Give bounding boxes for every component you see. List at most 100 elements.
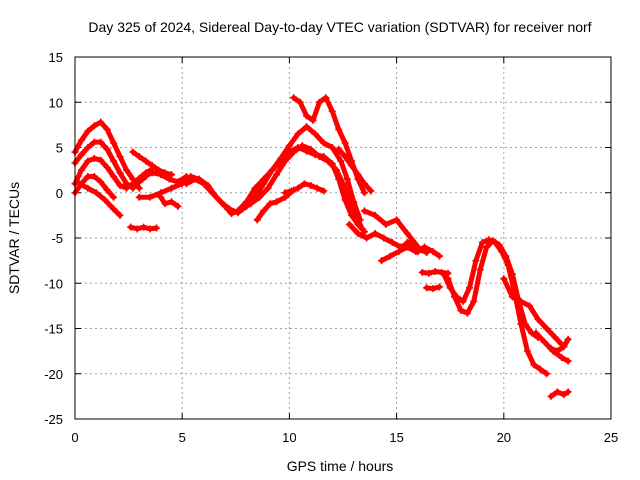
data-point — [110, 157, 118, 165]
y-axis-label: SDTVAR / TECUs — [6, 182, 22, 294]
data-point — [298, 142, 306, 150]
data-point — [84, 157, 92, 165]
data-point — [90, 172, 98, 180]
data-point — [307, 145, 315, 153]
data-point — [148, 169, 156, 177]
data-point — [403, 239, 411, 247]
data-point — [496, 241, 504, 249]
data-point — [90, 138, 98, 146]
data-point — [135, 184, 143, 192]
data-point — [320, 187, 328, 195]
data-point — [558, 353, 566, 361]
series-track-s — [360, 207, 422, 251]
series-trace — [184, 124, 363, 223]
data-point — [431, 267, 439, 275]
data-point — [478, 239, 486, 247]
data-point — [200, 180, 208, 188]
data-point — [97, 118, 105, 126]
data-point — [264, 184, 272, 192]
data-point — [97, 178, 105, 186]
data-point — [502, 252, 510, 260]
data-point — [84, 172, 92, 180]
data-point — [543, 325, 551, 332]
data-point — [116, 169, 124, 177]
series-trace — [254, 187, 297, 223]
data-point — [161, 200, 169, 208]
data-point — [360, 207, 368, 215]
data-point — [103, 163, 111, 171]
data-point — [152, 224, 160, 232]
data-point — [260, 180, 268, 188]
data-point — [157, 193, 165, 201]
data-point — [352, 211, 360, 219]
data-point — [157, 171, 165, 179]
data-point — [335, 125, 343, 133]
series-track-y — [444, 237, 542, 342]
data-point — [337, 157, 345, 165]
data-point — [129, 180, 137, 188]
data-point — [315, 153, 323, 161]
series-track-w — [423, 283, 443, 293]
data-point — [382, 220, 390, 228]
data-point — [238, 205, 246, 213]
data-point — [470, 297, 478, 305]
data-point — [410, 243, 418, 251]
y-tick-label: 10 — [49, 95, 63, 110]
data-point — [534, 315, 542, 323]
data-point — [273, 198, 281, 206]
data-point — [343, 175, 351, 183]
y-tick-label: -15 — [44, 322, 63, 337]
data-point — [465, 284, 473, 292]
series-trace — [158, 194, 181, 209]
series-track-ac — [547, 388, 572, 400]
x-tick-label: 0 — [71, 430, 78, 445]
data-point — [553, 347, 561, 355]
data-point — [416, 246, 424, 254]
series-track-c — [71, 154, 156, 192]
data-point — [395, 248, 403, 256]
x-tick-label: 5 — [179, 430, 186, 445]
data-point — [225, 205, 233, 213]
data-point — [450, 293, 458, 301]
series-track-j — [157, 193, 182, 210]
series-track-i — [140, 169, 190, 186]
series-track-n — [253, 186, 298, 224]
data-point — [127, 223, 135, 231]
data-point — [363, 234, 371, 242]
series-track-e — [75, 180, 124, 219]
data-point — [266, 200, 274, 208]
series-track-q — [335, 145, 375, 195]
data-point — [564, 388, 572, 396]
data-point — [517, 297, 525, 305]
data-point — [208, 189, 216, 197]
data-point — [307, 182, 315, 190]
series-trace — [141, 170, 189, 185]
data-point — [97, 138, 105, 146]
data-point — [532, 329, 540, 337]
data-point — [328, 144, 336, 151]
data-point — [360, 189, 368, 197]
data-point — [290, 148, 298, 156]
x-tick-label: 20 — [497, 430, 511, 445]
data-point — [110, 193, 118, 201]
data-point — [541, 338, 549, 346]
y-tick-label: -5 — [51, 231, 63, 246]
data-point — [77, 136, 85, 144]
data-point — [489, 237, 497, 245]
data-point — [303, 123, 311, 131]
data-point — [277, 154, 285, 162]
data-point — [273, 171, 281, 179]
data-point — [90, 154, 98, 162]
data-point — [429, 285, 437, 293]
data-point — [483, 243, 491, 251]
data-point — [290, 94, 298, 102]
data-point — [251, 184, 259, 192]
data-point — [393, 216, 401, 224]
x-axis-label: GPS time / hours — [287, 458, 394, 474]
data-point — [110, 139, 118, 147]
data-point — [553, 388, 561, 396]
data-point — [547, 392, 555, 400]
data-point — [564, 357, 572, 365]
data-point — [247, 200, 255, 208]
